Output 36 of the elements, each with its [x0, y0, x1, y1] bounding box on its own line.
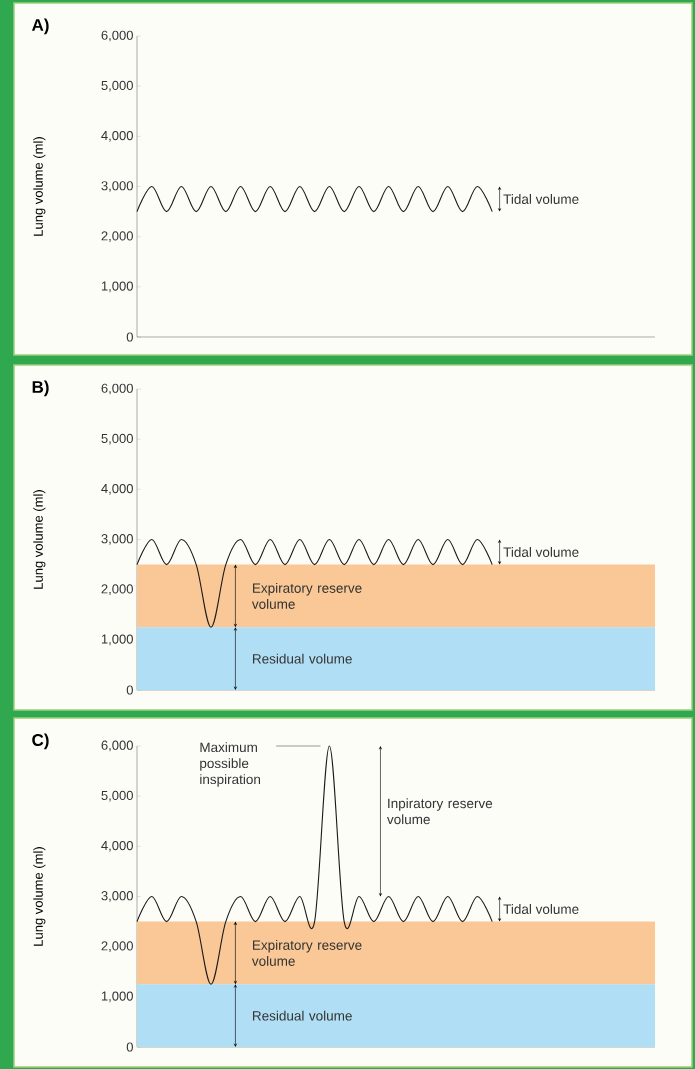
- y-tick-label: 6,000: [101, 740, 133, 752]
- y-tick-label: 5,000: [101, 790, 133, 802]
- chart-title: C): [32, 733, 49, 750]
- annotation: Inpiratory reserve volume: [387, 798, 493, 825]
- band-label: Residual volume: [253, 653, 352, 664]
- y-tick-label: 0: [126, 1042, 133, 1052]
- y-tick-label: 6,000: [101, 383, 133, 395]
- y-tick-label: 0: [126, 685, 133, 695]
- y-tick-label: 1,000: [101, 991, 133, 1003]
- annotation: Tidal volume: [503, 547, 579, 557]
- annotation: Tidal volume: [503, 904, 579, 914]
- y-tick-label: 1,000: [101, 281, 133, 293]
- y-tick-label: 2,000: [101, 231, 133, 243]
- y-axis-title: Lung volume (ml): [33, 847, 46, 946]
- y-axis-title: Lung volume (ml): [33, 137, 46, 236]
- annotation: Maximum possible inspiration: [200, 742, 260, 787]
- chart-title: B): [32, 380, 49, 397]
- y-tick-label: 4,000: [101, 840, 133, 852]
- annotation: Tidal volume: [503, 194, 579, 204]
- band-label: Residual volume: [253, 1010, 352, 1021]
- y-tick-label: 1,000: [101, 634, 133, 646]
- y-tick-label: 2,000: [101, 584, 133, 596]
- y-tick-label: 3,000: [101, 891, 133, 902]
- y-tick-label: 0: [126, 332, 133, 342]
- y-tick-label: 6,000: [101, 30, 133, 42]
- y-tick-label: 4,000: [101, 130, 133, 142]
- y-tick-label: 2,000: [101, 941, 133, 953]
- band-label: Expiratory reserve volume: [251, 939, 362, 966]
- y-tick-label: 5,000: [101, 433, 133, 445]
- chart-title: A): [31, 18, 49, 35]
- y-tick-label: 3,000: [101, 181, 133, 192]
- y-tick-label: 5,000: [101, 80, 133, 92]
- y-tick-label: 3,000: [101, 534, 133, 545]
- y-axis-title: Lung volume (ml): [33, 490, 46, 589]
- y-tick-label: 4,000: [101, 483, 133, 495]
- band-label: Expiratory reserve volume: [251, 582, 362, 609]
